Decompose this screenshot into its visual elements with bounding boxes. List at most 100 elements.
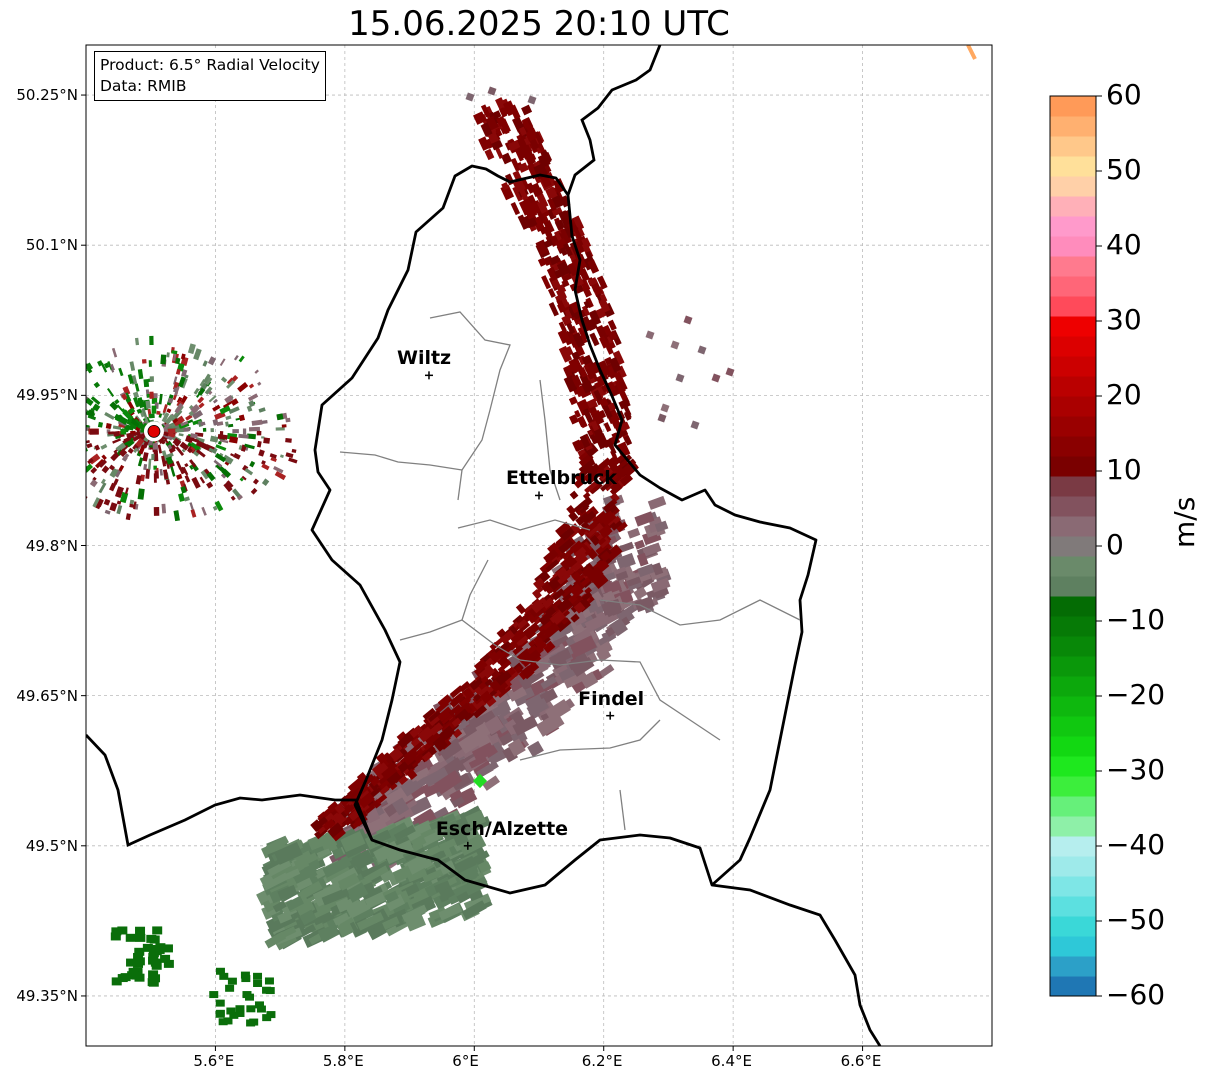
- echo-cell: [162, 944, 173, 953]
- echo-cell: [501, 182, 510, 191]
- echo-cell: [558, 345, 573, 363]
- echo-cell: [151, 453, 155, 461]
- echo-cell: [581, 237, 592, 249]
- echo-cell: [214, 500, 224, 512]
- echo-cell: [168, 447, 176, 454]
- echo-cell: [56, 420, 66, 425]
- echo-cell: [600, 510, 617, 527]
- echo-cell: [484, 715, 505, 735]
- echo-cell: [545, 559, 560, 572]
- echo-cell: [197, 387, 206, 396]
- echo-cell: [134, 418, 143, 426]
- colorbar-segment: [1050, 796, 1096, 817]
- echo-cell: [382, 916, 400, 930]
- echo-cell: [244, 468, 254, 476]
- echo-cell: [581, 305, 591, 317]
- echo-cell: [327, 801, 340, 813]
- echo-cell: [651, 562, 664, 576]
- colorbar-segment: [1050, 176, 1096, 197]
- echo-cell: [491, 139, 503, 151]
- echo-cell: [261, 460, 266, 465]
- echo-cell: [601, 383, 612, 393]
- colorbar-segment: [1050, 536, 1096, 557]
- echo-cell: [183, 483, 188, 492]
- echo-cell: [190, 509, 197, 518]
- echo-cell: [125, 439, 135, 448]
- echo-cell: [149, 376, 154, 382]
- echo-cell: [570, 594, 584, 607]
- echo-cell: [556, 261, 571, 277]
- echo-cell: [458, 834, 486, 856]
- echo-cell: [581, 591, 593, 602]
- echo-cell: [380, 869, 395, 883]
- echo-cell: [61, 455, 72, 464]
- colorbar-segment: [1050, 916, 1096, 937]
- echo-cell: [571, 351, 581, 361]
- echo-cell: [619, 589, 634, 605]
- echo-cell: [101, 465, 110, 474]
- echo-cell: [98, 482, 107, 494]
- echo-cell: [403, 853, 430, 876]
- borders: [86, 45, 882, 1046]
- echo-cell: [530, 599, 545, 614]
- x-tick-label: 6.6°E: [840, 1052, 882, 1070]
- canton-boundary: [457, 519, 591, 531]
- colorbar-segment: [1050, 136, 1096, 157]
- echo-cell: [499, 629, 515, 645]
- echo-cell: [627, 527, 641, 539]
- echo-cell: [549, 610, 566, 626]
- echo-cell: [398, 775, 409, 786]
- echo-cell: [262, 986, 272, 994]
- echo-cell: [267, 859, 292, 877]
- echo-cell: [618, 398, 631, 410]
- echo-cell: [6, 436, 12, 440]
- echo-cell: [166, 463, 170, 470]
- colorbar-segment: [1050, 616, 1096, 637]
- echo-cell: [396, 731, 409, 743]
- echo-cell: [171, 350, 178, 355]
- echo-cell: [206, 444, 215, 450]
- echo-cell: [236, 494, 243, 501]
- echo-cell: [245, 993, 255, 1001]
- echo-cell: [616, 521, 628, 533]
- echo-cell: [584, 587, 592, 595]
- echo-cell: [151, 405, 157, 414]
- echo-cell: [321, 887, 350, 906]
- echo-cell: [428, 906, 448, 921]
- x-tick-label: 6.4°E: [711, 1052, 752, 1070]
- echo-cell: [543, 219, 555, 234]
- echo-cell: [135, 475, 142, 485]
- echo-cell: [489, 641, 499, 651]
- echo-cell: [615, 570, 629, 582]
- echo-cell: [111, 927, 122, 936]
- echo-cell: [114, 486, 124, 499]
- echo-cell: [590, 420, 600, 432]
- echo-cell: [545, 699, 571, 722]
- echo-cell: [145, 468, 151, 479]
- echo-cell: [148, 952, 159, 961]
- colorbar-segment: [1050, 156, 1096, 177]
- echo-cell: [452, 728, 463, 739]
- echo-cell: [52, 369, 60, 377]
- colorbar-tick-label: −10: [1106, 603, 1166, 636]
- echo-cell: [598, 524, 613, 539]
- echo-cell: [595, 541, 613, 558]
- echo-cell: [507, 684, 527, 702]
- echo-cell: [249, 460, 256, 468]
- echo-cell: [642, 542, 662, 557]
- echo-cell: [421, 751, 433, 762]
- echo-cell: [116, 415, 126, 424]
- echo-cell: [589, 534, 601, 546]
- echo-cell: [93, 381, 101, 389]
- echo-cell: [178, 433, 184, 437]
- echo-cell: [559, 246, 568, 256]
- echo-cell: [101, 454, 107, 461]
- echo-cell: [580, 462, 594, 475]
- echo-cell: [584, 521, 598, 534]
- echo-cell: [72, 361, 80, 370]
- echo-cell: [135, 503, 139, 510]
- echo-cell: [592, 573, 609, 589]
- echo-cell: [145, 400, 151, 409]
- echo-cell: [587, 277, 598, 287]
- echo-cell: [566, 504, 576, 515]
